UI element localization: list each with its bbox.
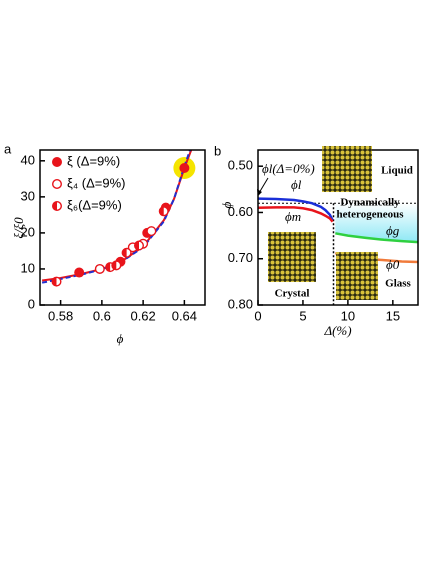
series-line [258, 206, 334, 223]
arrow-head [257, 189, 262, 196]
series-label: ϕg [386, 223, 400, 238]
marker-half [112, 261, 117, 270]
marker [52, 200, 63, 211]
annotation: Glass [385, 278, 411, 290]
y-tick-label: 20 [21, 224, 35, 239]
x-tick-label: 0.6 [93, 308, 111, 323]
annotation: ϕl(Δ=0%) [262, 161, 315, 176]
y-tick-label: 10 [21, 260, 35, 275]
x-tick-label: 15 [386, 308, 400, 323]
legend-label: ξ₄ (Δ=9%) [67, 175, 125, 190]
marker-body [94, 263, 105, 274]
x-tick-label: 0.62 [130, 308, 155, 323]
annotation: Crystal [275, 288, 310, 300]
y-tick-label: 0.60 [228, 204, 253, 219]
annotation: Liquid [381, 165, 413, 177]
glass-image [336, 252, 378, 300]
axes-frame [39, 149, 206, 306]
series-label: ϕ0 [386, 257, 400, 272]
marker-body [74, 267, 85, 278]
x-axis-label: ϕ [117, 331, 124, 346]
panel-label: a [4, 141, 12, 156]
arrow [258, 177, 269, 194]
marker [74, 267, 85, 278]
series-line [258, 197, 334, 221]
x-axis-label: Δ(%) [323, 323, 351, 338]
marker [121, 247, 132, 258]
liquid-image [322, 146, 372, 192]
y-tick-label: 40 [21, 152, 35, 167]
legend-label: ξ (Δ=9%) [67, 153, 120, 168]
y-axis-label: ξ/ξ0 [11, 217, 26, 239]
legend-label: ξ₆(Δ=9%) [67, 197, 122, 212]
marker [52, 156, 63, 167]
marker-half [52, 277, 57, 286]
x-tick-label: 10 [341, 308, 355, 323]
marker [51, 276, 62, 287]
marker [94, 263, 105, 274]
marker-half [122, 248, 127, 258]
marker-half [159, 206, 164, 216]
x-tick-label: 0.64 [172, 308, 197, 323]
series-label: ϕl [291, 177, 302, 192]
marker-body [52, 156, 63, 167]
y-tick-label: 0.50 [228, 158, 253, 173]
marker-half [134, 241, 139, 250]
y-tick-label: 0.70 [228, 250, 253, 265]
marker [146, 226, 157, 237]
x-tick-label: 5 [299, 308, 306, 323]
plot-layer: ξ (Δ=9%) ξ₄ (Δ=9%) ξ₆(Δ=9%) 0.58 0.6 0.62 0.64… [21, 149, 419, 323]
y-axis-label: ϕ [219, 201, 234, 208]
annotation: Dynamically [340, 197, 400, 209]
series-label: ϕm [285, 209, 301, 224]
marker-half [52, 201, 57, 211]
marker [52, 178, 63, 189]
marker [111, 260, 122, 271]
plot [258, 197, 418, 305]
marker-half [105, 262, 111, 272]
annotation: heterogeneous [336, 209, 404, 221]
marker-body [52, 178, 63, 189]
y-tick-label: 0.80 [228, 296, 253, 311]
panel-label: b [214, 143, 221, 158]
marker-body [179, 163, 190, 174]
marker [179, 163, 190, 174]
series-line [335, 232, 418, 244]
y-tick-label: 30 [21, 188, 35, 203]
x-tick-label: 0 [254, 308, 261, 323]
plot [41, 150, 196, 287]
label-bg [268, 286, 316, 300]
marker [133, 240, 144, 251]
crystal-image [268, 232, 316, 282]
marker-body [146, 226, 157, 237]
shade [335, 203, 418, 243]
marker [158, 206, 169, 217]
x-tick-label: 0.58 [48, 308, 73, 323]
y-tick-label: 0 [28, 296, 35, 311]
